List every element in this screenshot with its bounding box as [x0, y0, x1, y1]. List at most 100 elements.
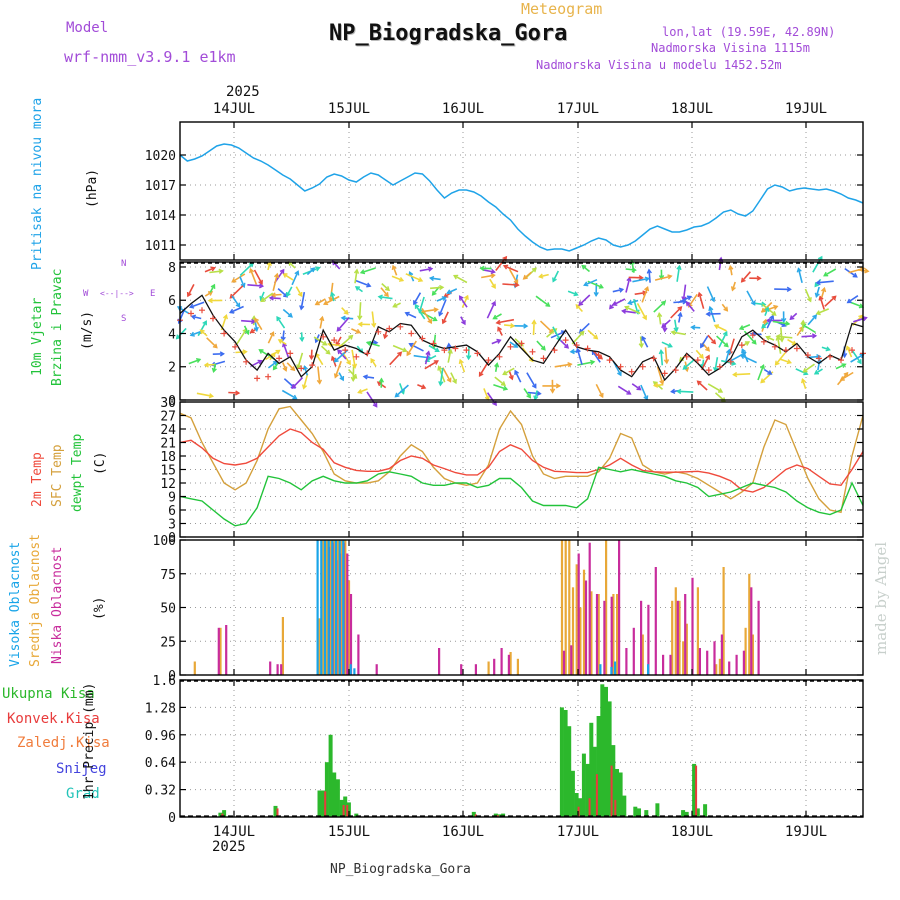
precip-total-bar: [354, 813, 359, 817]
wind-arrow: [277, 288, 288, 298]
footer-station: NP_Biogradska_Gora: [330, 862, 471, 877]
year-top: 2025: [226, 84, 260, 100]
wind-arrow: [804, 288, 812, 302]
wind-gust-marker: [298, 365, 305, 372]
wind-arrow-head: [659, 379, 665, 385]
wind-arrow: [801, 379, 807, 390]
wind-gust-marker: [331, 337, 338, 344]
wind-arrow-head: [240, 282, 246, 289]
wind-arrow: [571, 331, 585, 345]
wind-gust-marker: [287, 350, 294, 357]
wind-arrow-head: [343, 309, 349, 315]
wind-arrow-head: [427, 318, 433, 325]
mid-cloud-bar: [193, 661, 196, 675]
wind-arrow-head: [428, 275, 435, 282]
wind-arrow-head: [175, 334, 181, 340]
wind-arrow-head: [771, 311, 777, 316]
grid-layer: [180, 122, 863, 818]
wind-arrow-head: [741, 351, 747, 357]
wind-arrow: [661, 341, 673, 348]
wind-arrow-head: [316, 379, 323, 385]
wind-arrow-head: [531, 383, 537, 389]
wind-arrow-head: [857, 359, 862, 365]
low-cloud-bar: [728, 661, 731, 675]
low-cloud-bar: [375, 664, 378, 675]
low-cloud-bar: [654, 567, 657, 675]
precip-ytick-label: 1.6: [153, 674, 176, 689]
wind-arrow: [539, 320, 554, 334]
wind-arrow-head: [249, 267, 255, 274]
wind-gust-marker: [650, 355, 657, 362]
low-cloud-bar: [493, 658, 496, 675]
wind-arrow-head: [860, 266, 866, 272]
precip-total-bar: [596, 716, 601, 817]
wind-arrow: [421, 308, 438, 313]
wind-arrow-head: [359, 269, 366, 275]
wind-arrow-head: [384, 286, 391, 292]
wind-arrow: [664, 347, 668, 364]
wind-arrow-head: [208, 393, 215, 399]
precip-total-bar: [633, 806, 638, 817]
wind-arrow: [739, 324, 751, 330]
wind-arrow: [282, 330, 285, 341]
wind-arrow: [239, 276, 245, 288]
wind-gust-marker: [518, 340, 525, 347]
cloud-unit: (%): [92, 596, 107, 620]
wind-arrow-head: [413, 300, 418, 306]
wind-arrow-head: [670, 388, 676, 394]
wind-arrow-head: [322, 300, 329, 306]
wind-arrow-head: [831, 295, 837, 301]
wind-arrow-head: [708, 305, 714, 312]
wind-arrow-head: [531, 319, 537, 325]
wind-arrow: [535, 295, 550, 307]
wind-gust-marker: [562, 337, 569, 344]
wind-arrow: [700, 335, 709, 348]
wind-arrow-head: [711, 339, 717, 345]
wind-arrow: [209, 284, 216, 293]
low-cloud-bar: [460, 664, 463, 675]
pressure-ytick-label: 1020: [145, 149, 176, 164]
wind-arrow: [491, 339, 501, 345]
wind-arrow: [497, 327, 503, 336]
cloud-ytick-label: 75: [160, 568, 176, 583]
wind-arrow-head: [352, 373, 358, 379]
year-bottom: 2025: [212, 839, 246, 855]
wind-arrow-head: [682, 364, 688, 370]
wind-arrow: [494, 376, 506, 386]
wind-arrow-head: [287, 312, 293, 318]
wind-arrow-head: [705, 354, 710, 360]
wind-arrow-head: [404, 311, 410, 317]
temperature-ytick-label: 27: [160, 410, 176, 425]
wind-arrow-head: [277, 339, 283, 344]
wind-arrow: [493, 313, 502, 320]
wind-gust-marker: [441, 347, 448, 354]
wind-arrow: [812, 256, 823, 273]
wind-arrow-head: [355, 328, 362, 334]
wind-arrow-head: [282, 273, 288, 278]
wind-arrow: [729, 266, 733, 276]
precip-conv-legend: Konvek.Kisa: [7, 711, 100, 727]
precip-ytick-label: 0.96: [145, 729, 176, 744]
wind-arrow-head: [297, 291, 303, 298]
top-date-label: 19JUL: [785, 101, 827, 117]
wind-arrow: [656, 366, 664, 384]
wind-arrow-head: [618, 287, 625, 293]
wind-arrow: [682, 284, 687, 301]
wind-arrow-head: [621, 308, 627, 314]
wind-arrow-head: [612, 301, 618, 306]
wind-arrow-head: [800, 319, 806, 325]
wind-arrow-head: [578, 301, 584, 307]
wind-arrow-head: [282, 366, 288, 372]
wind-arrow: [803, 363, 815, 373]
low-cloud-bar: [507, 654, 510, 676]
wind-arrow: [853, 316, 867, 323]
wind-arrow-head: [234, 390, 241, 396]
high-cloud-bar: [327, 540, 330, 675]
wind-arrow-head: [813, 369, 820, 375]
wind-arrow-head: [567, 362, 573, 368]
wind-arrow: [575, 304, 583, 313]
precip-conv-bar: [588, 798, 591, 817]
wind-arrow-head: [490, 273, 496, 279]
high-cloud-bar: [349, 664, 352, 675]
wind-arrow-head: [492, 314, 498, 320]
